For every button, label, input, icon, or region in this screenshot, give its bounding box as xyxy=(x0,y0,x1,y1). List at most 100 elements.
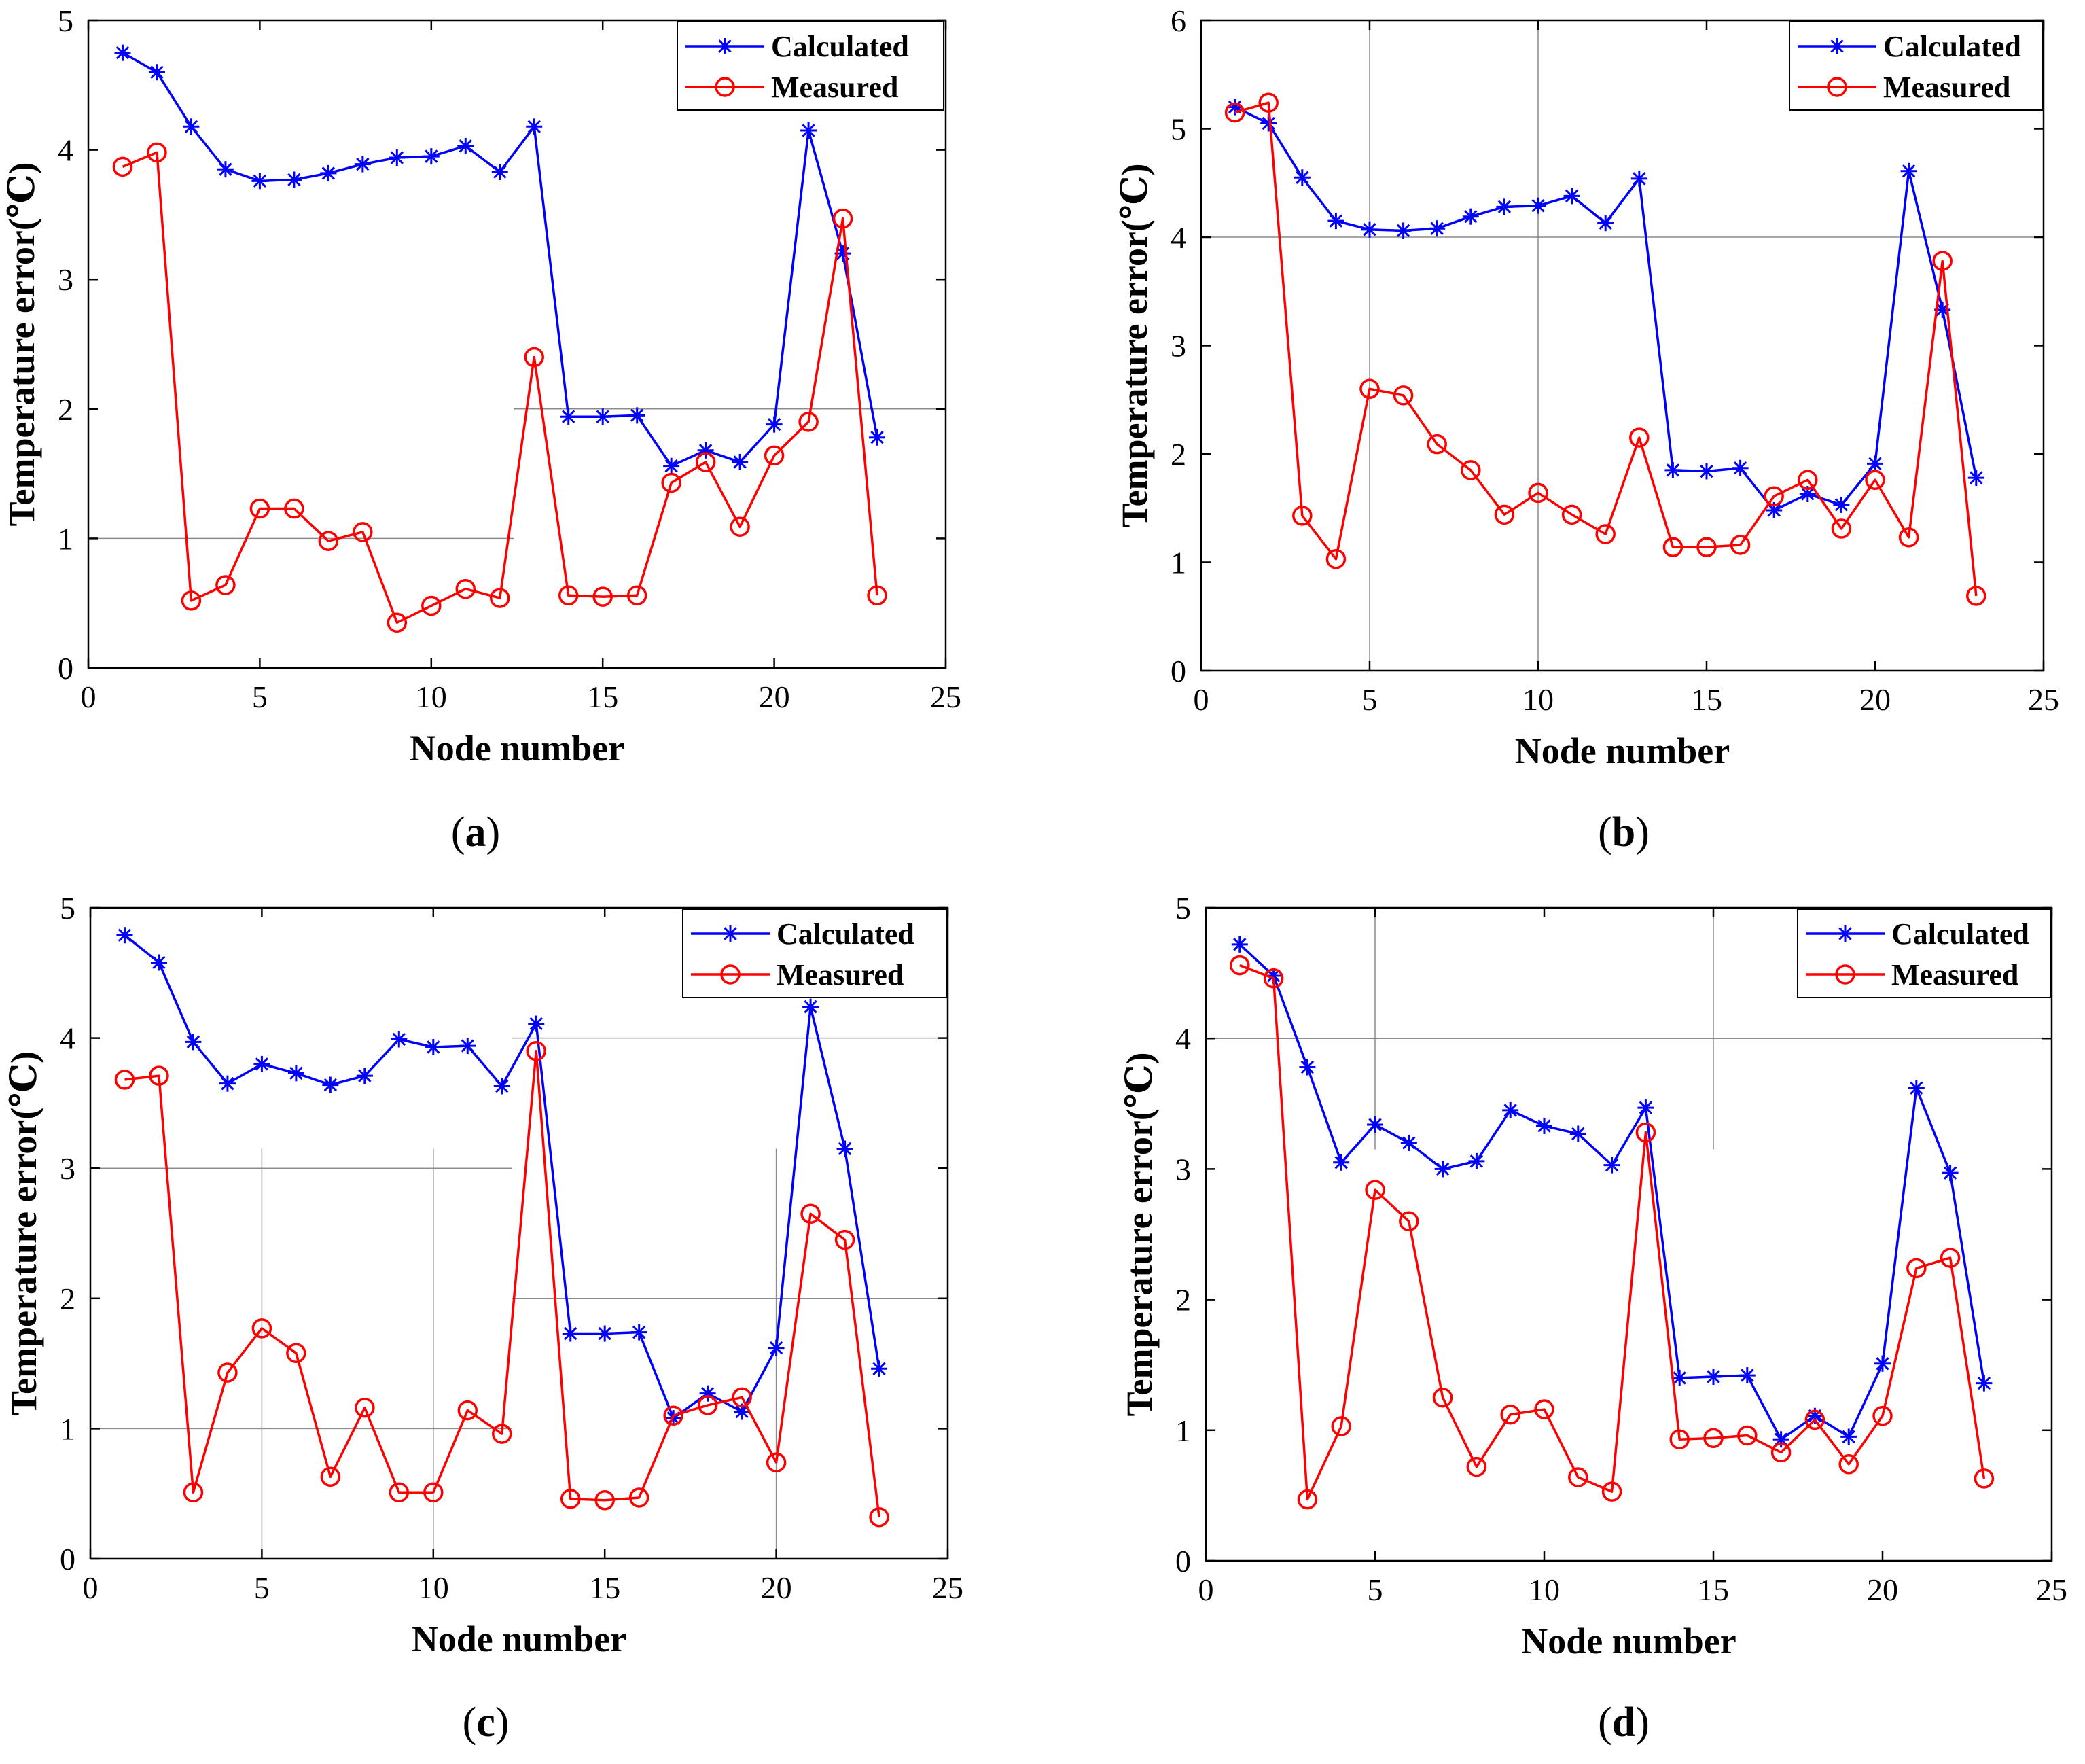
data-point xyxy=(1502,1101,1519,1118)
data-point xyxy=(391,1031,408,1048)
series-measured xyxy=(1224,92,1986,606)
data-point xyxy=(183,118,200,135)
data-point xyxy=(318,531,339,551)
y-tick-label: 5 xyxy=(1175,891,1191,925)
caption-paren: ) xyxy=(1635,809,1650,855)
y-axis-title: Temperature error(℃) xyxy=(1,162,42,526)
data-point xyxy=(286,1343,306,1364)
data-point xyxy=(626,585,647,606)
data-point xyxy=(490,588,510,608)
y-tick-label: 2 xyxy=(60,1282,75,1316)
x-tick-label: 10 xyxy=(1529,1572,1560,1607)
data-point xyxy=(558,585,579,606)
y-tick-label: 5 xyxy=(1171,112,1186,147)
data-point xyxy=(251,173,268,190)
data-point xyxy=(594,408,611,425)
data-point xyxy=(183,1482,204,1503)
data-point xyxy=(389,1482,410,1503)
y-tick-label: 2 xyxy=(1175,1283,1191,1318)
data-point xyxy=(1569,1125,1586,1142)
panel-caption: (d) xyxy=(1598,1699,1650,1746)
data-point xyxy=(1561,504,1582,525)
data-point xyxy=(1908,1080,1925,1097)
legend-marker xyxy=(717,38,733,54)
data-point xyxy=(320,164,337,181)
data-point xyxy=(1432,1388,1453,1408)
data-point xyxy=(1601,1481,1622,1502)
x-tick-label: 25 xyxy=(930,680,961,714)
y-tick-label: 3 xyxy=(58,262,73,297)
data-point xyxy=(697,1395,718,1415)
data-point xyxy=(1730,535,1751,555)
legend: Calculated Measured xyxy=(1797,909,2051,998)
data-point xyxy=(871,1360,888,1377)
data-point xyxy=(455,578,476,599)
data-point xyxy=(1494,504,1515,525)
chart-panel-a: 0 5 10 15 20 25 0 1 2 3 4 5 Node number Temperature e… xyxy=(1,3,961,855)
data-point xyxy=(562,1325,579,1342)
chart-panel-c: 0 5 10 15 20 25 0 1 2 3 4 5 Node number Temperature e… xyxy=(3,891,963,1746)
data-point xyxy=(1299,1059,1316,1076)
data-point xyxy=(1966,586,1986,606)
data-point xyxy=(1231,936,1248,953)
data-point xyxy=(1637,1099,1654,1116)
data-point xyxy=(148,64,165,81)
y-axis-title: Temperature error(℃) xyxy=(1114,163,1155,527)
data-point xyxy=(1297,1489,1318,1510)
data-point xyxy=(1263,968,1284,989)
legend-marker xyxy=(720,964,741,985)
data-point xyxy=(832,208,853,229)
data-point xyxy=(630,1324,647,1341)
data-point xyxy=(1662,537,1683,557)
data-point xyxy=(1703,1428,1724,1449)
y-tick-label: 2 xyxy=(58,392,73,427)
caption-paren: ) xyxy=(495,1699,510,1746)
panel-caption: (a) xyxy=(451,809,500,855)
legend-label: Calculated xyxy=(771,30,909,63)
data-point xyxy=(217,1362,238,1383)
data-point xyxy=(1427,434,1447,455)
y-axis-title: Temperature error(℃) xyxy=(3,1051,44,1415)
legend-marker xyxy=(1829,38,1845,54)
data-point xyxy=(834,1229,855,1250)
data-point xyxy=(528,1015,545,1032)
legend-label: Calculated xyxy=(1891,917,2029,951)
data-point xyxy=(1867,455,1883,472)
series-measured xyxy=(112,142,887,633)
x-tick-label: 5 xyxy=(252,680,268,714)
data-point xyxy=(800,1203,821,1224)
x-tick-label: 15 xyxy=(589,1570,620,1605)
y-tick-label: 4 xyxy=(58,133,73,168)
y-tick-label: 3 xyxy=(1171,329,1186,364)
caption-letter: b xyxy=(1612,809,1635,855)
x-axis-title: Node number xyxy=(412,1619,627,1659)
data-point xyxy=(869,429,886,446)
data-point xyxy=(764,445,785,466)
data-point xyxy=(284,498,304,519)
data-point xyxy=(869,1506,889,1528)
series-line xyxy=(1234,101,1978,597)
data-point xyxy=(1528,482,1548,504)
panel-caption: (c) xyxy=(463,1699,510,1746)
data-point xyxy=(1874,1355,1891,1372)
data-point xyxy=(1224,102,1245,123)
legend-marker xyxy=(1835,964,1855,985)
data-point xyxy=(730,516,750,537)
y-tick-label: 1 xyxy=(1171,546,1186,580)
data-point xyxy=(1698,463,1715,480)
data-point xyxy=(732,1387,752,1408)
y-tick-label: 1 xyxy=(60,1411,75,1446)
plot-area xyxy=(88,20,946,668)
legend: Calculated Measured xyxy=(677,21,944,111)
data-point xyxy=(1230,955,1250,976)
legend-label: Measured xyxy=(1883,71,2010,104)
caption-paren: ) xyxy=(1635,1699,1650,1746)
y-tick-label: 4 xyxy=(1175,1021,1191,1056)
data-point xyxy=(423,148,440,165)
data-point xyxy=(526,1041,546,1061)
legend-marker xyxy=(1837,925,1853,942)
data-point xyxy=(1534,1399,1554,1419)
plot-area xyxy=(1201,20,2044,671)
y-tick-label: 0 xyxy=(1175,1544,1191,1578)
